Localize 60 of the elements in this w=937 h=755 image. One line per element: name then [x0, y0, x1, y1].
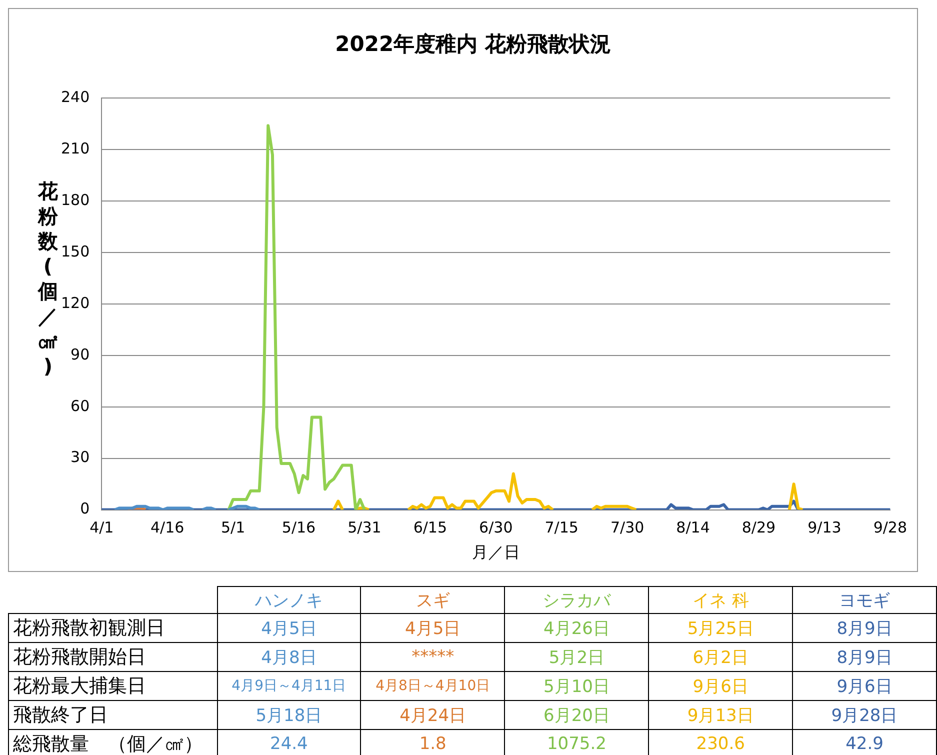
y-tick-label: 60: [70, 396, 90, 415]
category-label: 飛散終了日: [13, 704, 108, 726]
category-label: 総飛散量 （個／㎠）: [13, 733, 203, 755]
text: 4月8日～4月10日: [376, 678, 490, 694]
text: 4月26日: [544, 618, 610, 638]
text: 42.9: [846, 734, 884, 754]
category-label: スギ: [360, 586, 505, 614]
text: 24.4: [270, 734, 308, 754]
x-tick-label: 5/31: [348, 518, 382, 537]
x-tick-label: 8/14: [676, 518, 710, 537]
category-label: 花粉最大捕集日: [13, 675, 146, 697]
text: 1075.2: [546, 734, 606, 754]
y-tick-label: 30: [70, 448, 90, 466]
chart-title: 2022年度稚内 花粉飛散状況: [335, 32, 611, 56]
y-tick-label: 90: [70, 345, 90, 364]
text: 5月10日: [544, 676, 610, 696]
x-tick-label: 6/30: [479, 518, 513, 537]
text: 5月18日: [256, 706, 322, 726]
x-tick-label: 7/15: [544, 518, 578, 537]
text: 4月8日: [261, 648, 317, 668]
y-tick-label: 0: [80, 500, 90, 518]
y-axis-title: 花粉数(個／㎠): [36, 179, 59, 379]
x-tick-label: 9/13: [808, 518, 842, 537]
category-label: イネ 科: [648, 586, 793, 614]
category-label: シラカバ: [504, 586, 649, 614]
y-tick-label: 210: [60, 140, 90, 158]
text: 230.6: [696, 734, 745, 754]
category-label: 花粉飛散初観測日: [13, 617, 165, 639]
category-label: 花粉飛散開始日: [13, 646, 146, 668]
text: 1.8: [419, 734, 446, 754]
text: 5月2日: [548, 648, 605, 668]
x-tick-label: 5/1: [220, 518, 246, 537]
x-tick-label: 7/30: [610, 518, 644, 537]
x-tick-label: 5/16: [282, 518, 316, 537]
text: 4月24日: [400, 706, 466, 726]
x-tick-label: 8/29: [742, 518, 776, 537]
text: 9月6日: [836, 676, 892, 696]
text: 8月9日: [836, 648, 892, 668]
text: 6月20日: [544, 706, 610, 726]
text: 6月2日: [692, 648, 748, 668]
text: *****: [412, 647, 454, 667]
category-label: ハンノキ: [217, 586, 361, 614]
y-tick-label: 150: [60, 242, 90, 260]
text: 4月5日: [405, 618, 461, 638]
x-axis-title: 月／日: [472, 542, 520, 562]
x-tick-label: 4/1: [90, 518, 114, 537]
y-tick-label: 180: [60, 190, 90, 209]
x-tick-label: 6/15: [413, 518, 448, 537]
text: 8月9日: [836, 618, 892, 638]
category-label: ヨモギ: [792, 586, 936, 614]
text: 9月13日: [687, 706, 754, 726]
y-tick-label: 240: [60, 88, 90, 106]
x-tick-label: 9/28: [873, 518, 907, 537]
text: 9月6日: [692, 676, 748, 696]
text: 4月5日: [261, 618, 317, 638]
text: 5月25日: [687, 618, 754, 638]
text: 9月28日: [831, 706, 898, 726]
y-tick-label: 120: [60, 294, 90, 312]
text: 4月9日～4月11日: [232, 678, 346, 694]
x-tick-label: 4/16: [150, 518, 184, 537]
